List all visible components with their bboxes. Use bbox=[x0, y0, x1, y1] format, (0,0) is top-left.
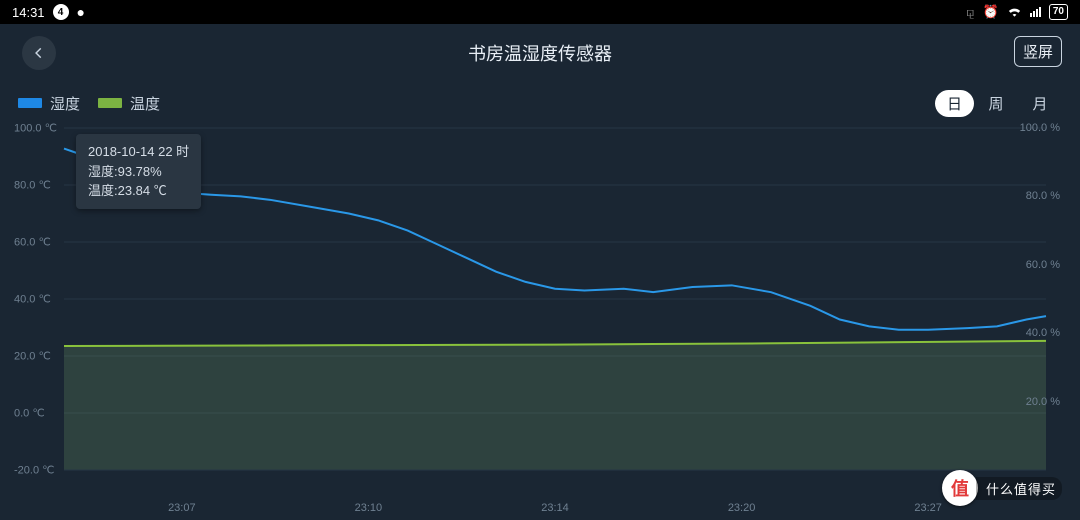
x-tick: 23:10 bbox=[355, 502, 383, 514]
y-left-tick: -20.0 ℃ bbox=[14, 464, 54, 477]
period-selector: 日 周 月 bbox=[935, 90, 1062, 117]
alarm-icon: ⏰ bbox=[983, 4, 999, 20]
legend-item-humidity: 湿度 bbox=[18, 93, 80, 114]
notification-badge: 4 bbox=[53, 4, 69, 20]
status-time: 14:31 bbox=[12, 5, 45, 20]
legend-item-temperature: 温度 bbox=[98, 93, 160, 114]
back-button[interactable] bbox=[22, 36, 56, 70]
y-right-tick: 20.0 % bbox=[1026, 396, 1060, 408]
orientation-button[interactable]: 竖屏 bbox=[1014, 36, 1062, 67]
y-left-tick: 100.0 ℃ bbox=[14, 122, 57, 135]
y-left-tick: 60.0 ℃ bbox=[14, 236, 51, 249]
x-tick: 23:20 bbox=[728, 502, 756, 514]
watermark-badge: 值 bbox=[942, 470, 978, 506]
tooltip-time: 2018-10-14 22 时 bbox=[88, 142, 189, 162]
tooltip-humidity: 湿度:93.78% bbox=[88, 162, 189, 182]
watermark: 值 什么值得买 bbox=[942, 470, 1062, 506]
y-left-tick: 40.0 ℃ bbox=[14, 293, 51, 306]
legend-swatch-humidity bbox=[18, 98, 42, 108]
signal-icon bbox=[1030, 7, 1041, 17]
tooltip-temperature: 温度:23.84 ℃ bbox=[88, 181, 189, 201]
chart-legend: 湿度 温度 bbox=[18, 93, 160, 114]
chart-area: 2018-10-14 22 时 湿度:93.78% 温度:23.84 ℃ -20… bbox=[0, 124, 1080, 520]
x-tick: 23:07 bbox=[168, 502, 196, 514]
y-left-tick: 20.0 ℃ bbox=[14, 350, 51, 363]
watermark-text: 什么值得买 bbox=[976, 477, 1062, 500]
y-right-tick: 40.0 % bbox=[1026, 327, 1060, 339]
app-header: 书房温湿度传感器 竖屏 bbox=[0, 24, 1080, 82]
period-day[interactable]: 日 bbox=[935, 90, 974, 117]
bluetooth-icon: ⚼ bbox=[966, 4, 975, 20]
page-title: 书房温湿度传感器 bbox=[468, 40, 612, 66]
chat-icon: ● bbox=[77, 4, 85, 20]
legend-label-humidity: 湿度 bbox=[50, 93, 80, 114]
period-week[interactable]: 周 bbox=[974, 90, 1018, 117]
status-bar: 14:31 4 ● ⚼ ⏰ 70 bbox=[0, 0, 1080, 24]
x-tick: 23:14 bbox=[541, 502, 569, 514]
legend-label-temperature: 温度 bbox=[130, 93, 160, 114]
battery-indicator: 70 bbox=[1049, 4, 1068, 20]
y-right-tick: 100.0 % bbox=[1020, 122, 1060, 134]
y-left-tick: 0.0 ℃ bbox=[14, 407, 45, 420]
wifi-icon bbox=[1007, 5, 1022, 20]
chart-tooltip: 2018-10-14 22 时 湿度:93.78% 温度:23.84 ℃ bbox=[76, 134, 201, 209]
period-month[interactable]: 月 bbox=[1018, 90, 1062, 117]
legend-swatch-temperature bbox=[98, 98, 122, 108]
y-right-tick: 60.0 % bbox=[1026, 259, 1060, 271]
controls-row: 湿度 温度 日 周 月 bbox=[0, 82, 1080, 124]
x-tick: 23:27 bbox=[914, 502, 942, 514]
y-left-tick: 80.0 ℃ bbox=[14, 179, 51, 192]
y-right-tick: 80.0 % bbox=[1026, 190, 1060, 202]
